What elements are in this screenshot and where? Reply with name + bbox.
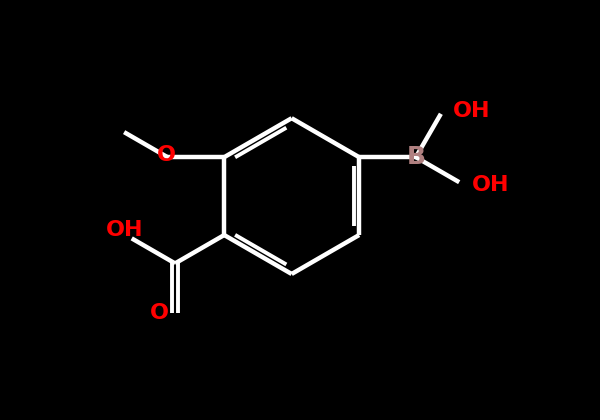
Text: B: B xyxy=(406,145,425,169)
Text: O: O xyxy=(150,304,169,323)
Text: OH: OH xyxy=(106,220,144,240)
Text: OH: OH xyxy=(453,101,491,121)
Text: OH: OH xyxy=(472,175,509,195)
Text: O: O xyxy=(157,145,176,165)
